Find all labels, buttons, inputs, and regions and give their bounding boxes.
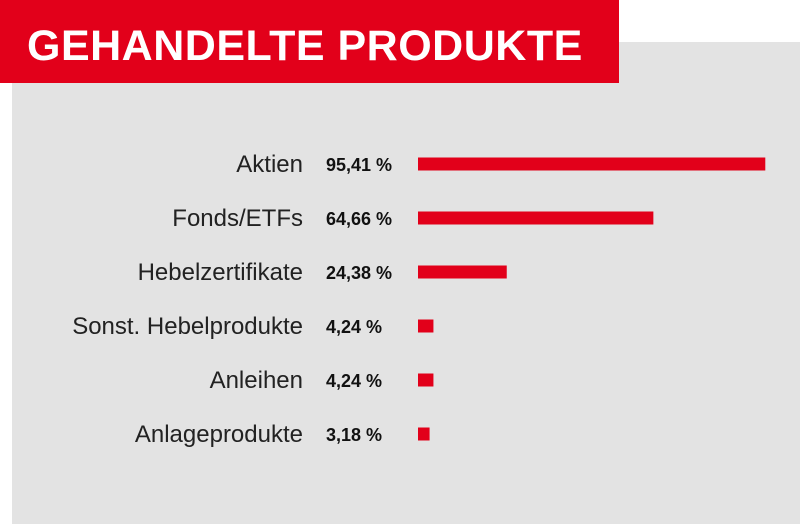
bar-fonds-etfs <box>418 211 654 225</box>
value-label-sonst-hebelprodukte: 4,24 % <box>326 317 382 337</box>
category-label-anlageprodukte: Anlageprodukte <box>135 421 303 448</box>
chart-title: GEHANDELTE PRODUKTE <box>27 22 583 70</box>
bar-anleihen <box>418 373 434 387</box>
value-label-anleihen: 4,24 % <box>326 371 382 391</box>
bar-anlageprodukte <box>418 427 430 441</box>
bar-hebelzertifikate <box>418 265 507 279</box>
value-label-anlageprodukte: 3,18 % <box>326 425 382 445</box>
category-label-anleihen: Anleihen <box>210 367 303 394</box>
category-label-aktien: Aktien <box>236 151 303 178</box>
category-label-fonds-etfs: Fonds/ETFs <box>172 205 303 232</box>
bar-sonst-hebelprodukte <box>418 319 434 333</box>
title-banner: GEHANDELTE PRODUKTE <box>0 0 619 83</box>
category-label-hebelzertifikate: Hebelzertifikate <box>138 259 303 286</box>
value-label-hebelzertifikate: 24,38 % <box>326 263 392 283</box>
value-label-fonds-etfs: 64,66 % <box>326 209 392 229</box>
category-label-sonst-hebelprodukte: Sonst. Hebelprodukte <box>72 313 303 340</box>
value-label-aktien: 95,41 % <box>326 155 392 175</box>
chart-panel <box>12 42 800 524</box>
bar-aktien <box>418 157 766 171</box>
